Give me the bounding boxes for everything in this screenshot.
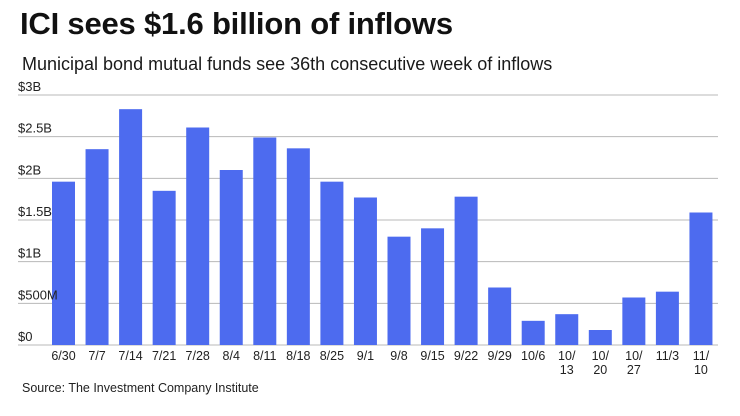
x-tick-label: 10/	[625, 349, 643, 363]
x-tick-label: 8/4	[223, 349, 240, 363]
bar	[52, 181, 75, 345]
y-tick-label: $1B	[18, 246, 41, 261]
x-tick-label: 10/6	[521, 349, 545, 363]
x-tick-label: 6/30	[51, 349, 75, 363]
x-tick-label: 7/7	[88, 349, 105, 363]
x-tick-label: 27	[627, 363, 641, 377]
bar	[588, 330, 612, 345]
bar	[219, 170, 243, 345]
x-tick-label: 9/22	[454, 349, 478, 363]
x-tick-label: 13	[560, 363, 574, 377]
y-tick-label: $2.5B	[18, 121, 52, 136]
bar	[186, 127, 210, 345]
y-axis-labels: $0 $500M $1B $1.5B $2B $2.5B $3B	[18, 79, 58, 344]
x-tick-label: 8/18	[286, 349, 310, 363]
chart-subtitle: Municipal bond mutual funds see 36th con…	[22, 54, 553, 74]
x-tick-label: 8/11	[253, 349, 276, 363]
bar	[320, 181, 344, 345]
x-tick-label: 11/	[693, 349, 710, 363]
chart-title: ICI sees $1.6 billion of inflows	[20, 6, 453, 41]
x-tick-label: 9/29	[487, 349, 511, 363]
x-axis-labels: 6/30 7/7 7/14 7/21 7/28 8/4 8/11 8/18 8/25 9/1 9/8…	[51, 349, 709, 377]
bar	[521, 320, 545, 345]
y-tick-label: $1.5B	[18, 204, 52, 219]
x-tick-label: 7/28	[186, 349, 210, 363]
x-tick-label: 9/8	[390, 349, 407, 363]
x-tick-label: 10/	[558, 349, 576, 363]
bar	[655, 291, 679, 345]
bar	[622, 297, 646, 345]
bar	[253, 137, 277, 345]
x-tick-label: 9/1	[357, 349, 374, 363]
bar	[421, 228, 445, 345]
y-tick-label: $0	[18, 329, 32, 344]
bars	[52, 109, 713, 345]
y-tick-label: $500M	[18, 287, 58, 302]
x-tick-label: 7/21	[152, 349, 176, 363]
bar	[488, 287, 512, 345]
bar	[454, 196, 478, 345]
x-tick-label: 20	[593, 363, 607, 377]
bar	[689, 212, 713, 345]
bar	[286, 148, 310, 345]
x-tick-label: 7/14	[118, 349, 142, 363]
bar	[555, 314, 579, 345]
y-tick-label: $3B	[18, 79, 41, 94]
bar	[85, 149, 109, 345]
source-note: Source: The Investment Company Institute	[22, 381, 259, 395]
bar	[387, 236, 411, 345]
x-tick-label: 9/15	[420, 349, 444, 363]
y-tick-label: $2B	[18, 162, 41, 177]
x-tick-label: 10/	[592, 349, 610, 363]
x-tick-label: 11/3	[656, 349, 679, 363]
x-tick-label: 10	[694, 363, 708, 377]
x-tick-label: 8/25	[320, 349, 344, 363]
bar	[353, 197, 377, 345]
bar	[119, 109, 143, 345]
bar	[152, 190, 176, 345]
